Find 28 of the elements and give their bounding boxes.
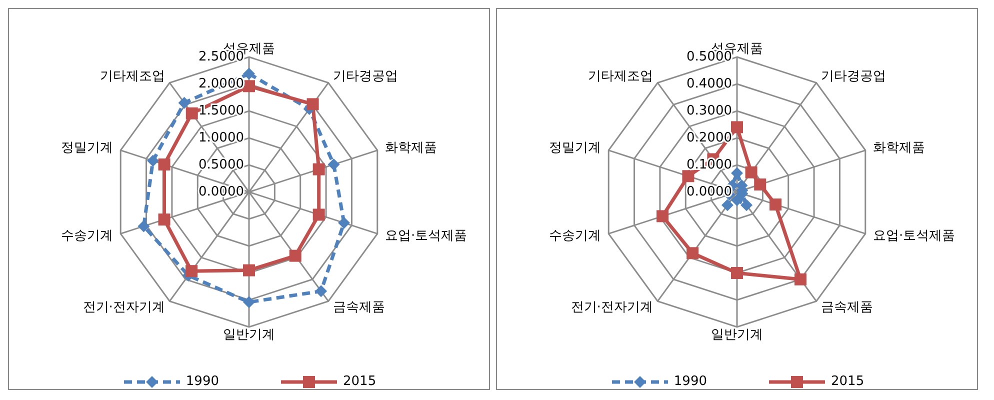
spoke-label: 금속제품: [821, 300, 874, 316]
spoke-label: 화학제품: [385, 140, 437, 156]
spoke-label: 일반기계: [711, 328, 763, 342]
spoke-label: 일반기계: [223, 328, 275, 342]
spoke-label: 요업·토석제품: [385, 228, 468, 244]
legend-label: 2015: [343, 374, 376, 389]
legend-label: 1990: [186, 374, 219, 389]
y-tick-label: 0.3000: [686, 104, 732, 118]
spoke-label: 화학제품: [873, 140, 925, 156]
legend-label: 1990: [674, 374, 707, 389]
y-tick-label: 1.5000: [198, 104, 244, 118]
spoke-label: 기타경공업: [821, 68, 886, 84]
y-tick-label: 1.0000: [198, 130, 244, 146]
legend-label: 2015: [831, 374, 864, 389]
spoke-label: 전기·전자기계: [570, 300, 653, 316]
spoke-label: 기타경공업: [333, 68, 398, 84]
y-tick-label: 0.5000: [198, 158, 244, 172]
spoke-label: 수송기계: [549, 228, 601, 244]
spoke-label: 기타제조업: [100, 68, 165, 84]
spoke-label: 전기·전자기계: [82, 300, 165, 316]
y-tick-label: 0.0000: [198, 184, 244, 200]
y-tick-label: 0.4000: [686, 76, 732, 92]
spoke-label: 정밀기계: [549, 140, 601, 156]
spoke-label: 요업·토석제품: [873, 228, 956, 244]
spoke-label: 기타제조업: [588, 68, 653, 84]
spoke-label: 정밀기계: [61, 140, 113, 156]
spoke-label: 수송기계: [61, 228, 113, 244]
spoke-label: 금속제품: [333, 300, 386, 316]
